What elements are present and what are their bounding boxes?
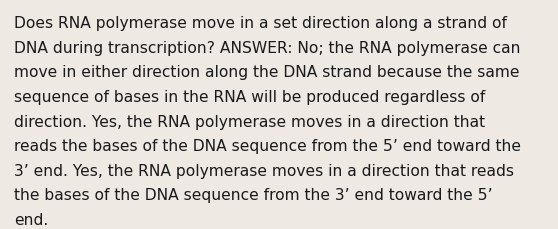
Text: Does RNA polymerase move in a set direction along a strand of: Does RNA polymerase move in a set direct… bbox=[14, 16, 507, 31]
Text: sequence of bases in the RNA will be produced regardless of: sequence of bases in the RNA will be pro… bbox=[14, 90, 485, 104]
Text: direction. Yes, the RNA polymerase moves in a direction that: direction. Yes, the RNA polymerase moves… bbox=[14, 114, 485, 129]
Text: DNA during transcription? ANSWER: No; the RNA polymerase can: DNA during transcription? ANSWER: No; th… bbox=[14, 41, 521, 55]
Text: end.: end. bbox=[14, 212, 48, 227]
Text: 3’ end. Yes, the RNA polymerase moves in a direction that reads: 3’ end. Yes, the RNA polymerase moves in… bbox=[14, 163, 514, 178]
Text: reads the bases of the DNA sequence from the 5’ end toward the: reads the bases of the DNA sequence from… bbox=[14, 139, 521, 153]
Text: move in either direction along the DNA strand because the same: move in either direction along the DNA s… bbox=[14, 65, 519, 80]
Text: the bases of the DNA sequence from the 3’ end toward the 5’: the bases of the DNA sequence from the 3… bbox=[14, 188, 493, 202]
